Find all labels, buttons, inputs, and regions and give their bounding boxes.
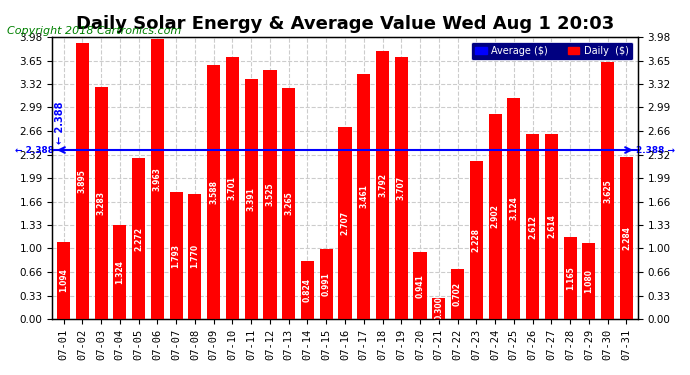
Text: 0.702: 0.702 [453, 282, 462, 306]
Bar [489, 114, 502, 319]
Bar [207, 65, 220, 319]
Bar [601, 63, 614, 319]
Bar [264, 69, 277, 319]
Text: 3.283: 3.283 [97, 191, 106, 215]
Bar [526, 134, 539, 319]
Bar [245, 79, 258, 319]
Text: 1.165: 1.165 [566, 266, 575, 290]
Text: 3.895: 3.895 [78, 169, 87, 193]
Bar [113, 225, 126, 319]
Text: 3.707: 3.707 [397, 176, 406, 200]
Text: 0.300: 0.300 [434, 297, 443, 320]
Text: 3.525: 3.525 [266, 183, 275, 206]
Text: 1.080: 1.080 [584, 269, 593, 293]
Bar [76, 44, 89, 319]
Text: 1.094: 1.094 [59, 268, 68, 292]
Text: 3.124: 3.124 [509, 196, 518, 220]
Text: 2.228: 2.228 [472, 228, 481, 252]
Bar [226, 57, 239, 319]
Text: 1.770: 1.770 [190, 244, 199, 268]
Bar [413, 252, 426, 319]
Text: 3.588: 3.588 [209, 180, 218, 204]
Text: 0.941: 0.941 [415, 274, 424, 298]
Title: Daily Solar Energy & Average Value Wed Aug 1 20:03: Daily Solar Energy & Average Value Wed A… [76, 15, 614, 33]
Text: 2.284: 2.284 [622, 226, 631, 250]
Bar [95, 87, 108, 319]
Text: 3.792: 3.792 [378, 173, 387, 197]
Text: 2.614: 2.614 [547, 214, 556, 238]
Text: ← 2.388: ← 2.388 [55, 102, 65, 144]
Bar [376, 51, 389, 319]
Legend: Average ($), Daily  ($): Average ($), Daily ($) [471, 42, 633, 60]
Bar [170, 192, 183, 319]
Bar [582, 243, 595, 319]
Bar [338, 128, 352, 319]
Bar [545, 134, 558, 319]
Bar [188, 194, 201, 319]
Text: 3.963: 3.963 [153, 167, 162, 191]
Bar [57, 242, 70, 319]
Text: 3.625: 3.625 [603, 179, 612, 203]
Text: 1.793: 1.793 [172, 244, 181, 268]
Text: 2.707: 2.707 [340, 211, 350, 235]
Text: 2.272: 2.272 [134, 226, 143, 251]
Bar [301, 261, 314, 319]
Text: 3.701: 3.701 [228, 176, 237, 200]
Text: 0.824: 0.824 [303, 278, 312, 302]
Bar [132, 158, 145, 319]
Bar [282, 88, 295, 319]
Text: 1.324: 1.324 [115, 260, 124, 284]
Text: 3.265: 3.265 [284, 192, 293, 215]
Bar [432, 298, 445, 319]
Bar [319, 249, 333, 319]
Text: 2.388 →: 2.388 → [636, 146, 675, 154]
Bar [357, 74, 371, 319]
Text: Copyright 2018 Cartronics.com: Copyright 2018 Cartronics.com [7, 26, 181, 36]
Bar [564, 237, 577, 319]
Bar [507, 98, 520, 319]
Text: 2.612: 2.612 [528, 214, 537, 238]
Bar [395, 57, 408, 319]
Bar [151, 39, 164, 319]
Text: ← 2.388: ← 2.388 [15, 146, 54, 154]
Bar [470, 161, 483, 319]
Text: 2.902: 2.902 [491, 204, 500, 228]
Bar [620, 158, 633, 319]
Text: 0.991: 0.991 [322, 272, 331, 296]
Text: 3.461: 3.461 [359, 184, 368, 209]
Text: 3.391: 3.391 [247, 187, 256, 211]
Bar [451, 269, 464, 319]
